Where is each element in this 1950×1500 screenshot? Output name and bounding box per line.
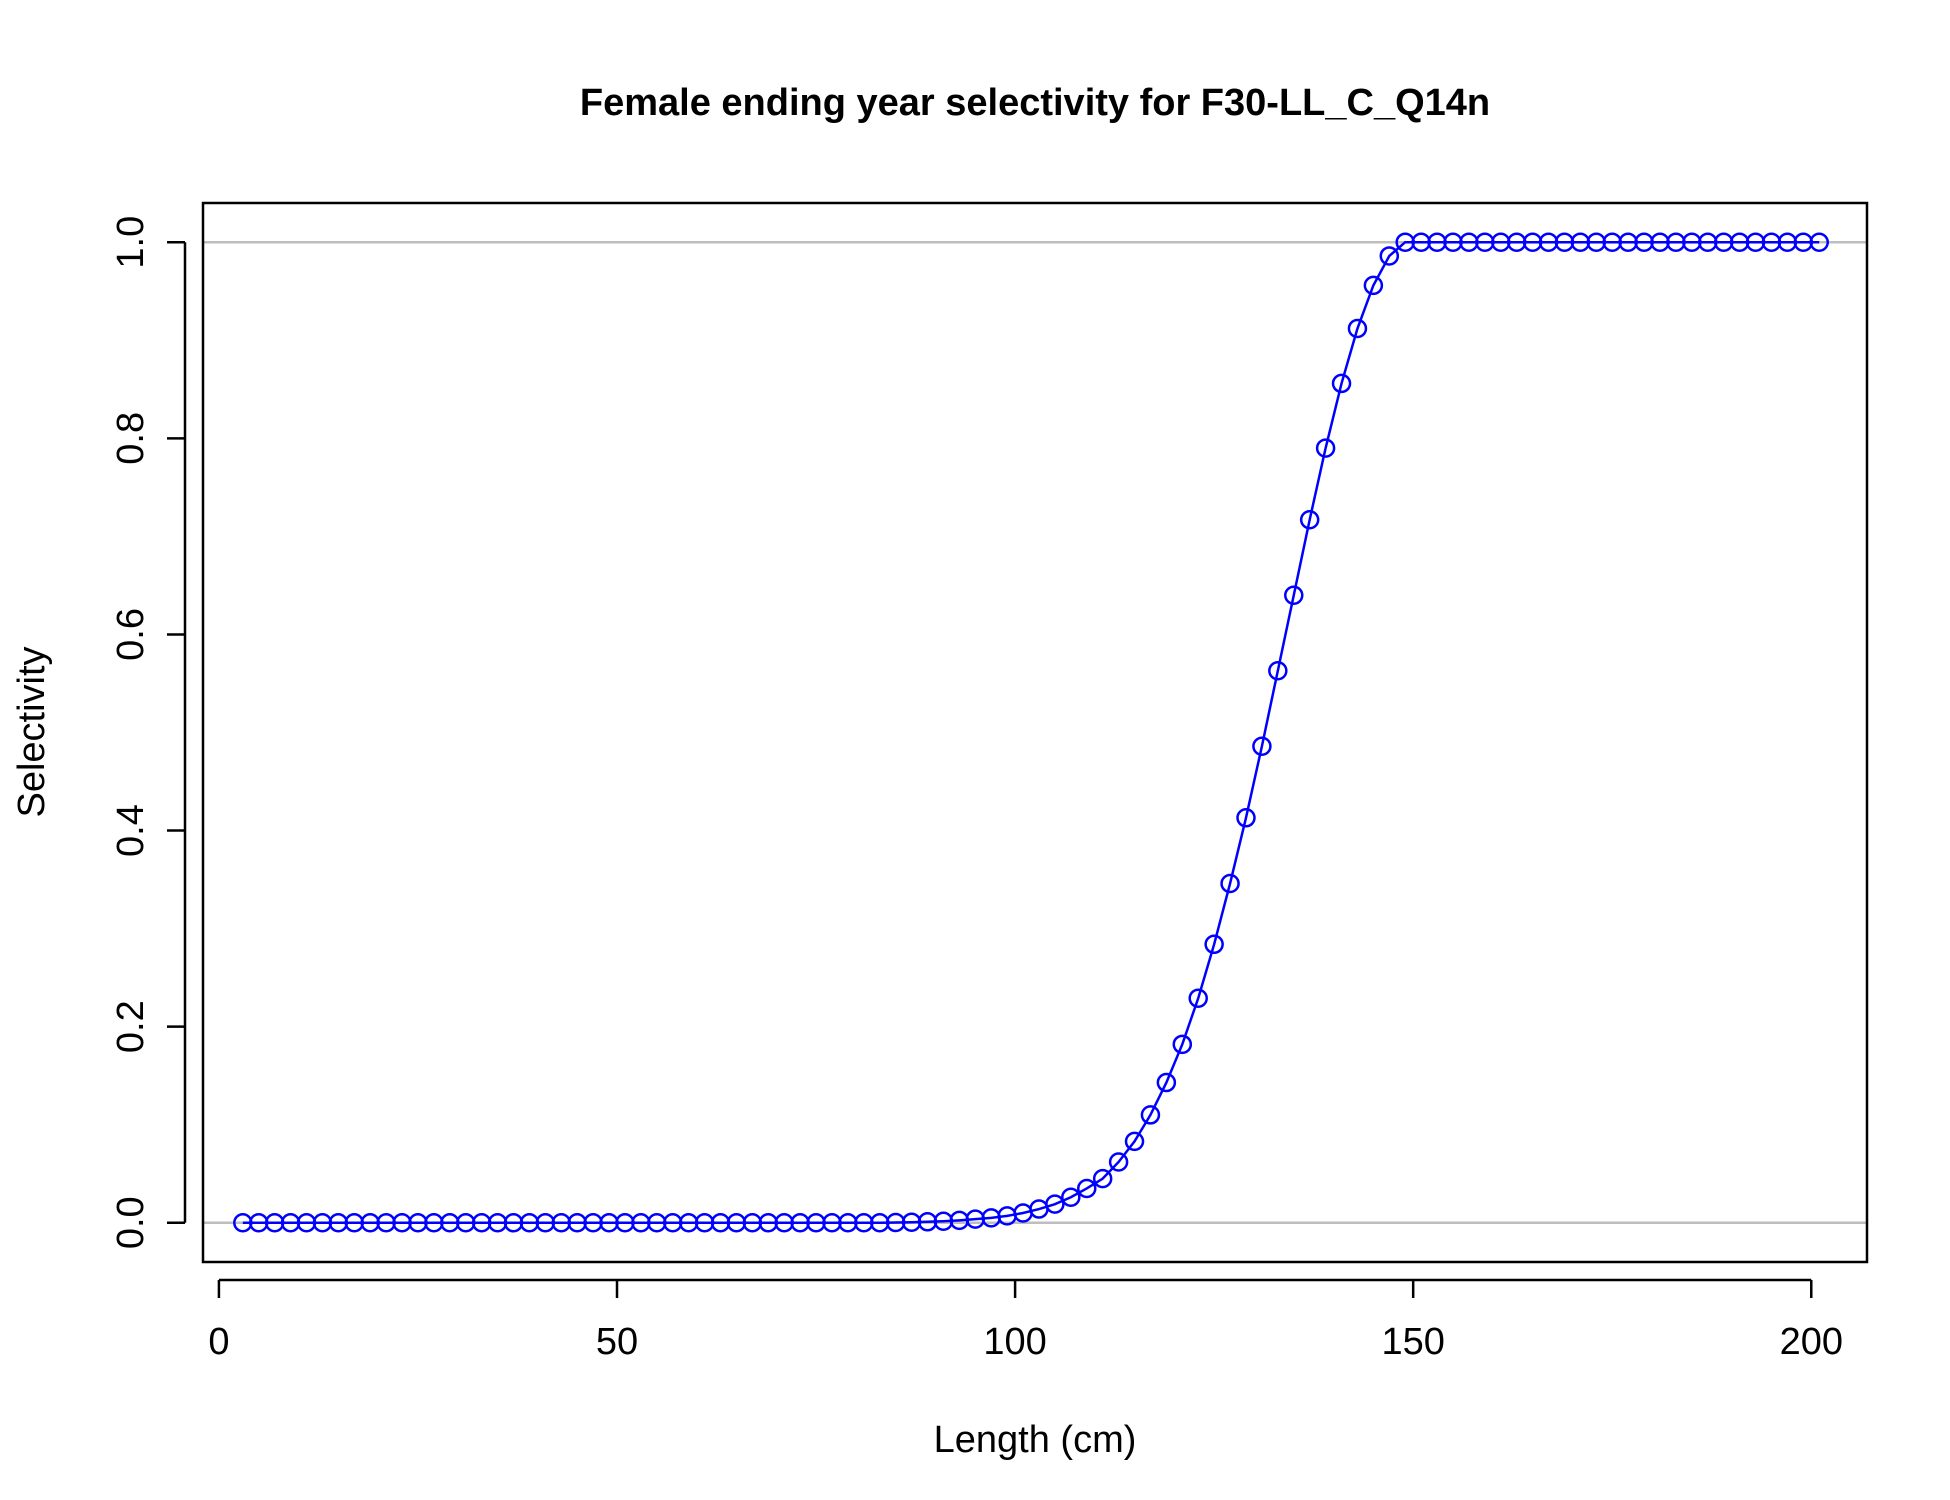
data-point [1331,373,1352,394]
data-point [1809,232,1829,252]
y-tick-label: 0.0 [110,1196,152,1249]
data-point [1061,1187,1081,1208]
data-point [1220,873,1240,894]
data-point [1124,1131,1145,1152]
y-tick-label: 0.6 [110,608,152,661]
plot-frame [201,201,1869,1264]
x-tick-label: 50 [596,1321,638,1363]
y-tick-label: 0.4 [110,804,152,857]
x-tick-label: 100 [983,1321,1046,1363]
y-tick-label: 1.0 [110,216,152,269]
data-point [1284,585,1304,605]
data-point [1077,1178,1097,1199]
x-tick-label: 0 [208,1321,229,1363]
data-point [1315,438,1336,458]
reference-lines [203,240,1867,1225]
data-point [1236,808,1256,828]
x-tick-label: 150 [1381,1321,1444,1363]
data-point [1188,988,1208,1008]
data-point [1045,1194,1065,1214]
series-line-group [242,240,1820,1225]
y-tick-label: 0.8 [110,412,152,465]
x-axis: 0 50 100 150 200 [208,1278,1843,1363]
y-axis: 0.0 0.2 0.4 0.6 0.8 1.0 [110,216,187,1249]
x-axis-label: Length (cm) [934,1419,1137,1461]
data-point [1204,934,1224,955]
data-point [1299,509,1320,530]
data-point [1252,736,1272,756]
data-point [1172,1034,1193,1055]
data-point [1140,1105,1161,1125]
data-point [1363,275,1384,296]
x-tick-label: 200 [1780,1321,1843,1363]
data-point [1092,1168,1113,1189]
data-point [1108,1152,1129,1172]
series-points-group [233,232,1829,1233]
data-point [1268,660,1288,681]
data-point [1156,1072,1177,1093]
y-tick-label: 0.2 [110,1000,152,1053]
y-axis-label: Selectivity [11,646,53,817]
data-point [1379,246,1400,266]
chart-title: Female ending year selectivity for F30-L… [580,82,1490,124]
data-point [1347,318,1368,339]
series-line-0 [242,240,1820,1225]
